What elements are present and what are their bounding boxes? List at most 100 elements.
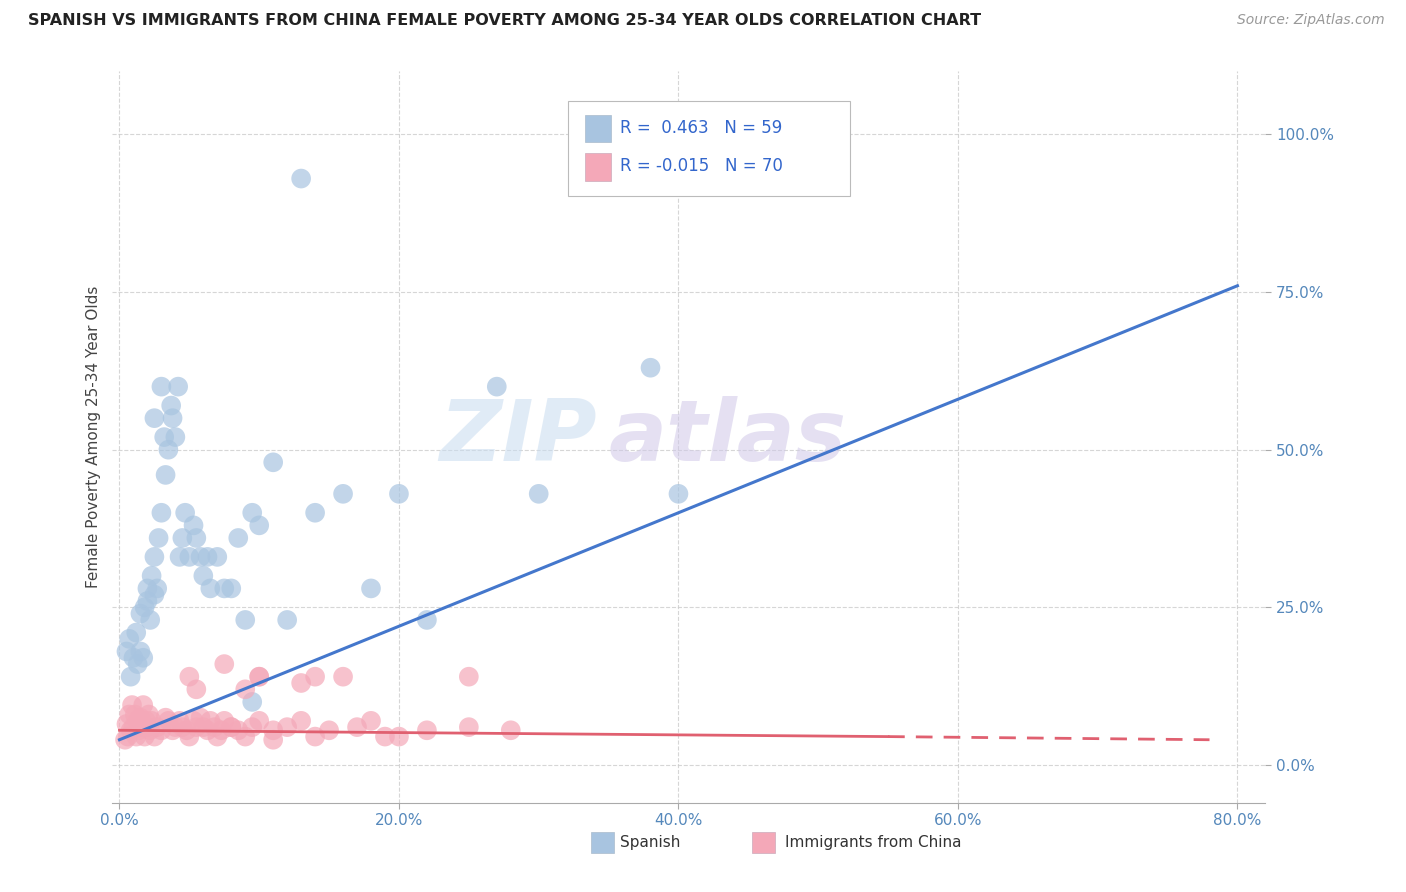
Point [120,723,142,738]
Point [136,720,159,734]
Point [129,711,152,725]
Point [200,714,222,728]
Point [114,732,136,747]
Point [153,430,176,444]
Bar [752,832,776,853]
Point [155,711,177,725]
Point [290,171,312,186]
Point [125,625,148,640]
Point [139,613,162,627]
Point [124,707,146,722]
Text: ZIP: ZIP [439,395,596,479]
Point [332,670,354,684]
Point [128,723,150,738]
Point [190,711,212,725]
Point [374,730,396,744]
Point [129,607,152,621]
Point [169,549,191,564]
Point [304,670,326,684]
Point [118,707,141,722]
Point [118,632,141,646]
Point [162,411,184,425]
Point [186,531,208,545]
Point [150,506,173,520]
Point [247,714,270,728]
Text: R = -0.015   N = 70: R = -0.015 N = 70 [620,158,783,176]
Point [219,582,242,596]
Point [136,582,159,596]
Point [169,714,191,728]
Point [233,730,256,744]
Point [318,723,340,738]
Point [183,714,205,728]
Point [247,518,270,533]
Point [176,723,198,738]
Point [197,549,219,564]
Point [129,644,152,658]
Point [457,670,479,684]
Point [214,714,236,728]
Point [204,720,226,734]
Point [193,569,215,583]
Point [143,588,166,602]
Point [172,720,194,734]
Point [141,714,163,728]
Point [141,569,163,583]
Point [416,613,439,627]
Text: Spanish: Spanish [620,835,681,850]
Point [290,676,312,690]
Point [132,650,155,665]
Point [165,430,187,444]
Point [179,730,201,744]
Point [172,531,194,545]
Point [240,506,263,520]
Point [122,650,145,665]
Point [120,670,142,684]
Point [388,730,411,744]
Point [134,600,156,615]
Point [134,730,156,744]
Point [157,714,180,728]
Point [125,730,148,744]
Point [226,531,249,545]
Point [179,549,201,564]
Point [262,723,284,738]
Point [193,720,215,734]
Point [499,723,522,738]
Point [457,720,479,734]
Point [146,720,169,734]
Point [262,732,284,747]
Point [190,549,212,564]
Point [240,720,263,734]
Point [127,657,149,671]
Point [127,714,149,728]
Point [207,730,229,744]
Point [186,720,208,734]
Point [132,698,155,712]
Point [233,682,256,697]
Point [240,695,263,709]
Point [131,720,153,734]
Point [138,707,160,722]
Point [276,613,298,627]
Point [179,670,201,684]
Point [640,128,662,142]
Point [200,582,222,596]
Bar [591,832,614,853]
Point [262,455,284,469]
Y-axis label: Female Poverty Among 25-34 Year Olds: Female Poverty Among 25-34 Year Olds [86,286,101,588]
Point [150,379,173,393]
Point [668,487,690,501]
Point [122,720,145,734]
Point [165,720,187,734]
Point [207,549,229,564]
Point [640,360,662,375]
Point [143,730,166,744]
Point [226,723,249,738]
Point [115,644,138,658]
Point [117,730,139,744]
Point [143,411,166,425]
Point [527,487,550,501]
Text: atlas: atlas [609,395,846,479]
Text: Source: ZipAtlas.com: Source: ZipAtlas.com [1237,13,1385,28]
